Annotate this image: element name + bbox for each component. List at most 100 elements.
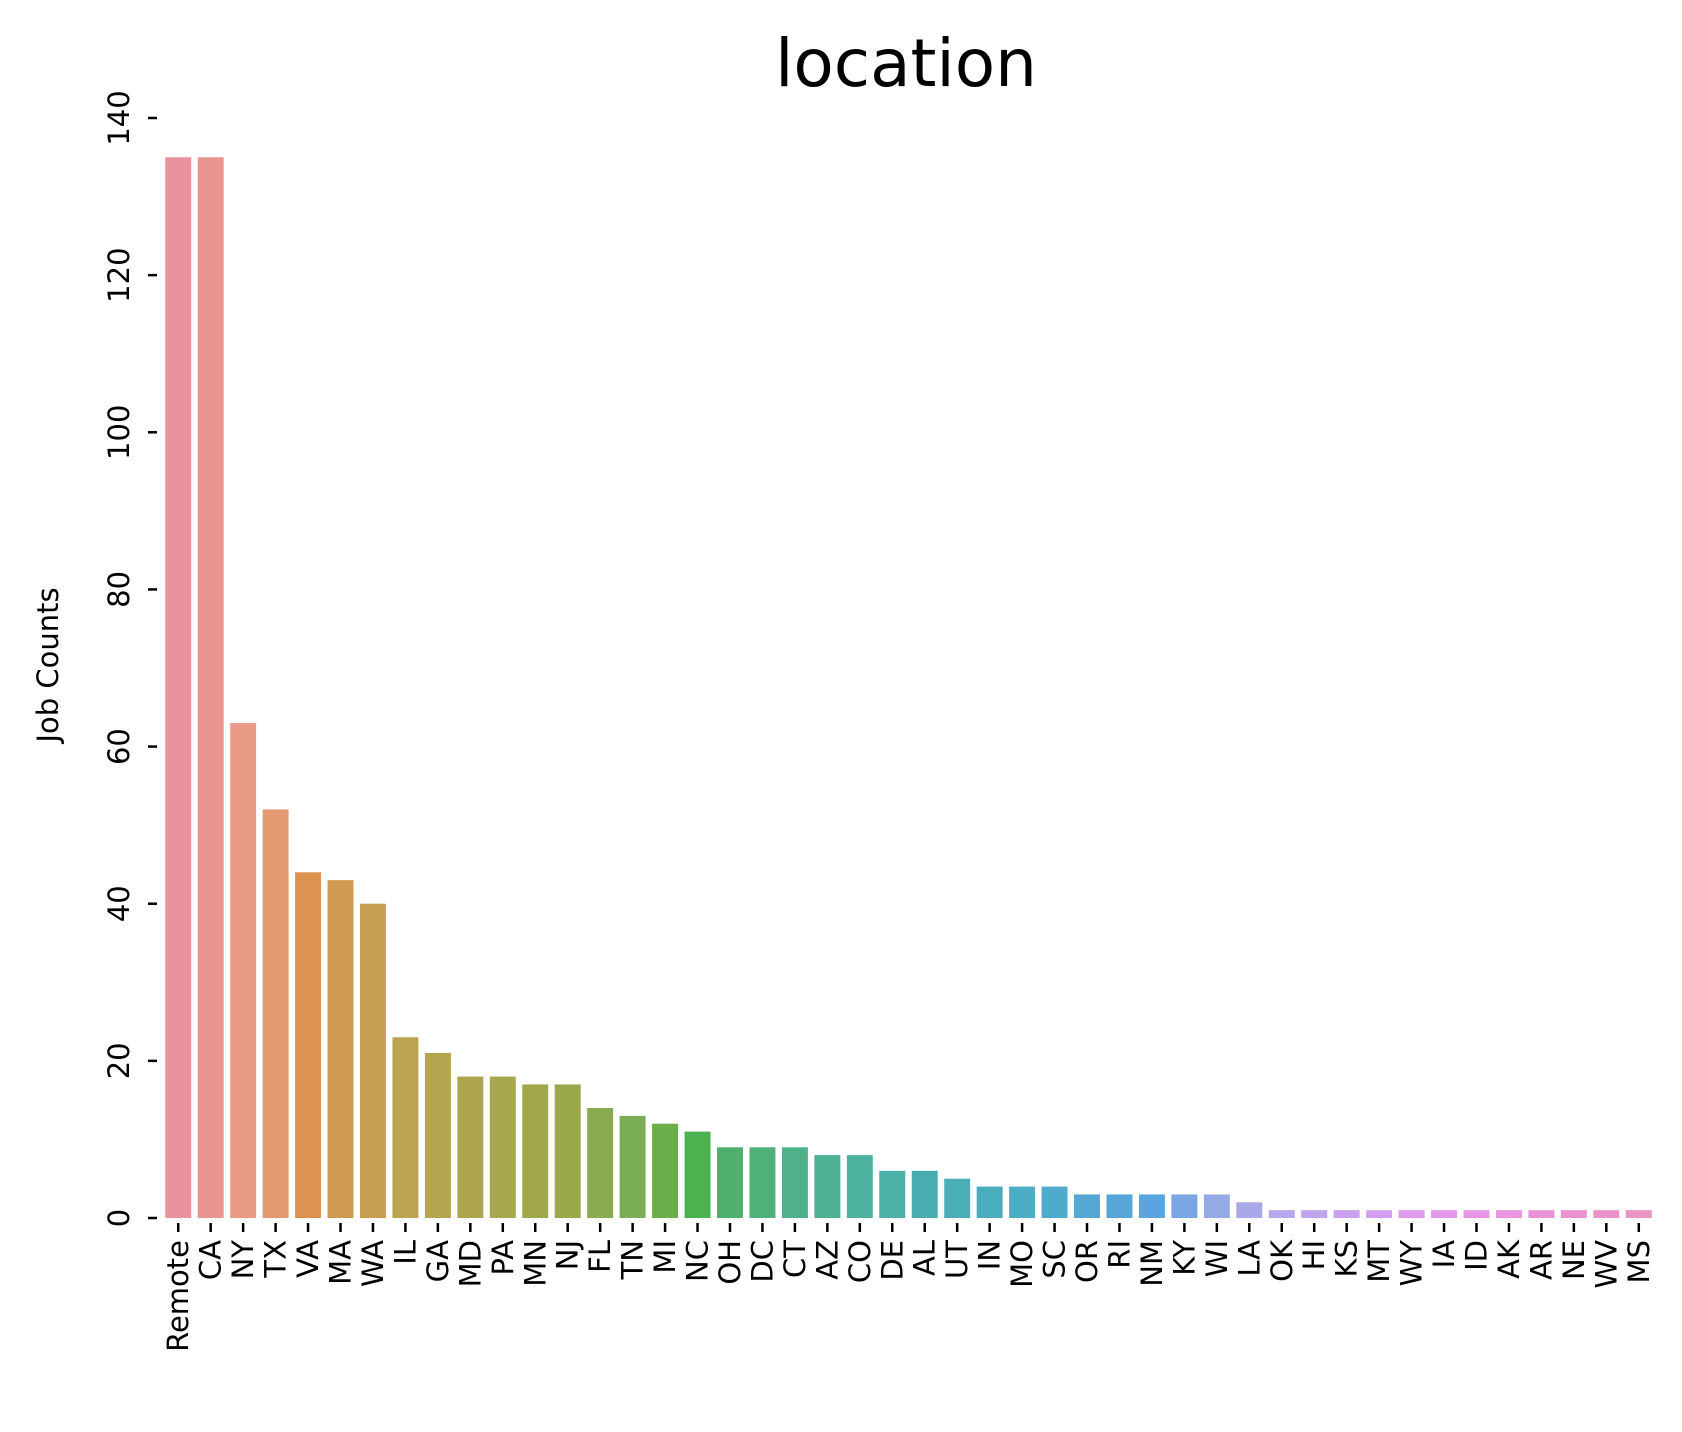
- x-tick-label: CA: [194, 1240, 228, 1280]
- bar: [846, 1155, 873, 1218]
- bar: [1495, 1210, 1522, 1218]
- y-axis-label: Job Counts: [31, 587, 65, 744]
- x-tick-label: LA: [1232, 1240, 1266, 1277]
- bar: [489, 1076, 516, 1218]
- x-tick-label: CT: [778, 1240, 812, 1278]
- bar: [1301, 1210, 1328, 1218]
- bars: [165, 157, 1652, 1218]
- x-tick-label: NE: [1557, 1240, 1591, 1280]
- bar: [814, 1155, 841, 1218]
- x-tick-label: WV: [1589, 1240, 1623, 1289]
- bar: [230, 723, 257, 1218]
- bar: [911, 1170, 938, 1218]
- bar: [359, 903, 386, 1218]
- bar: [781, 1147, 808, 1218]
- x-tick-label: MD: [453, 1240, 487, 1287]
- bar: [1625, 1210, 1652, 1218]
- x-tick-label: NY: [226, 1240, 260, 1280]
- bar: [522, 1084, 549, 1218]
- bar: [1268, 1210, 1295, 1218]
- bar: [262, 809, 289, 1218]
- x-tick-label: SC: [1038, 1240, 1072, 1279]
- bar: [165, 157, 192, 1218]
- bar: [879, 1170, 906, 1218]
- x-tick-label: AL: [908, 1240, 942, 1276]
- bar: [587, 1108, 614, 1218]
- x-tick-label: MT: [1362, 1240, 1396, 1283]
- x-tick-label: MA: [324, 1240, 358, 1285]
- x-tick-label: DE: [875, 1240, 909, 1281]
- x-tick-label: NC: [681, 1240, 715, 1282]
- x-tick-label: AK: [1492, 1239, 1526, 1279]
- bar: [1528, 1210, 1555, 1218]
- x-tick-label: FL: [583, 1240, 617, 1273]
- y-tick-label: 140: [102, 90, 136, 145]
- bar: [944, 1178, 971, 1218]
- x-tick-label: OK: [1265, 1239, 1299, 1282]
- x-tick-label: MN: [518, 1240, 552, 1287]
- x-tick-label: NM: [1135, 1240, 1169, 1287]
- bar: [197, 157, 224, 1218]
- x-tick-label: AZ: [810, 1240, 844, 1280]
- bar: [1171, 1194, 1198, 1218]
- bar: [327, 880, 354, 1218]
- x-tick-label: KS: [1330, 1240, 1364, 1277]
- x-tick-label: DC: [745, 1240, 779, 1283]
- bar: [749, 1147, 776, 1218]
- x-tick-label: ID: [1459, 1240, 1493, 1271]
- y-tick-label: 0: [102, 1209, 136, 1227]
- x-tick-label: NJ: [551, 1240, 585, 1270]
- bar: [1074, 1194, 1100, 1218]
- bar: [684, 1131, 711, 1218]
- bar: [1463, 1210, 1490, 1218]
- y-tick-label: 120: [102, 247, 136, 302]
- bar: [1106, 1194, 1133, 1218]
- bar: [652, 1123, 679, 1218]
- bar: [1138, 1194, 1165, 1218]
- x-tick-label: MO: [1005, 1240, 1039, 1288]
- bar: [1009, 1186, 1036, 1218]
- bar: [1398, 1210, 1425, 1218]
- x-tick-label: IL: [388, 1240, 422, 1265]
- y-tick-label: 40: [102, 885, 136, 922]
- bar: [1333, 1210, 1360, 1218]
- bar: [619, 1115, 646, 1218]
- bar: [392, 1037, 419, 1218]
- x-tick-label: WI: [1200, 1240, 1234, 1277]
- x-tick-label: MI: [648, 1240, 682, 1274]
- bar: [1366, 1210, 1393, 1218]
- bar: [1041, 1186, 1068, 1218]
- x-tick-label: UT: [940, 1240, 974, 1279]
- x-tick-label: TX: [259, 1240, 293, 1279]
- x-tick-label: GA: [421, 1240, 455, 1282]
- y-tick-label: 60: [102, 728, 136, 765]
- bar: [1203, 1194, 1230, 1218]
- x-tick-label: KY: [1167, 1240, 1201, 1276]
- x-tick-label: IA: [1427, 1240, 1461, 1269]
- y-tick-label: 80: [102, 571, 136, 608]
- x-axis: RemoteCANYTXVAMAWAILGAMDPAMNNJFLTNMINCOH…: [161, 1223, 1656, 1352]
- x-tick-label: HI: [1297, 1240, 1331, 1270]
- x-tick-label: IN: [973, 1240, 1007, 1270]
- bar: [1593, 1210, 1620, 1218]
- bar: [554, 1084, 581, 1218]
- bar: [424, 1053, 451, 1218]
- y-tick-label: 100: [102, 405, 136, 460]
- x-tick-label: VA: [291, 1240, 325, 1278]
- bar: [717, 1147, 743, 1218]
- x-tick-label: TN: [616, 1240, 650, 1280]
- chart-title: location: [775, 25, 1037, 102]
- x-tick-label: MS: [1622, 1240, 1656, 1283]
- bar: [976, 1186, 1003, 1218]
- bar: [1560, 1210, 1587, 1218]
- bar: [295, 872, 322, 1218]
- bar: [457, 1076, 484, 1218]
- x-tick-label: Remote: [161, 1240, 195, 1352]
- x-tick-label: OH: [713, 1240, 747, 1285]
- x-tick-label: OR: [1070, 1240, 1104, 1283]
- y-tick-label: 20: [102, 1042, 136, 1079]
- x-tick-label: AR: [1524, 1240, 1558, 1280]
- x-tick-label: PA: [486, 1240, 520, 1276]
